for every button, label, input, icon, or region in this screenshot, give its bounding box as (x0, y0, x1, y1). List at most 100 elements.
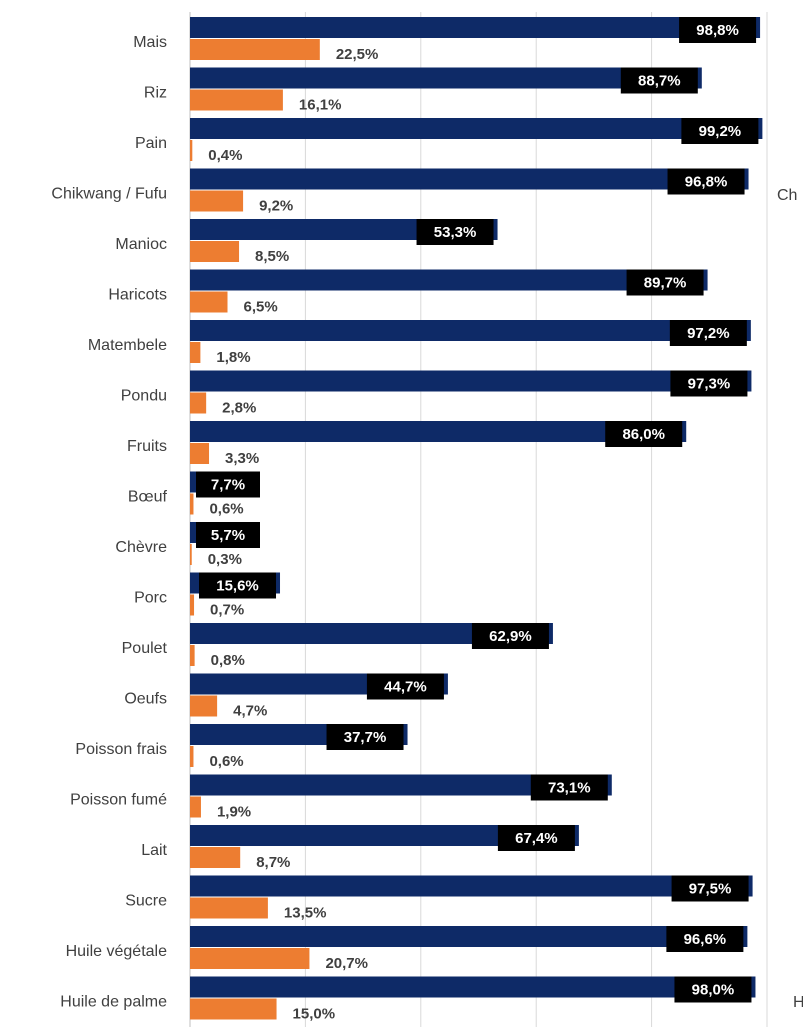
label-box (670, 370, 748, 397)
bar (190, 118, 763, 139)
data-label: 9,2% (259, 197, 293, 214)
bar (190, 89, 283, 111)
data-label: 0,8% (211, 652, 245, 669)
data-label: 73,1% (548, 779, 591, 796)
data-label: 15,6% (216, 577, 259, 594)
label-box (326, 724, 404, 750)
bar (190, 774, 612, 796)
bar (190, 241, 240, 262)
data-label: 96,6% (684, 931, 727, 948)
data-label: 5,7% (211, 527, 245, 544)
data-label: 15,0% (293, 1005, 336, 1022)
data-label: 98,8% (696, 22, 739, 39)
data-label: 13,5% (284, 904, 327, 921)
y-tick-label: Manioc (115, 236, 167, 253)
data-label: 16,1% (299, 96, 342, 113)
y-tick-label: Poisson frais (75, 741, 167, 758)
data-label: 3,3% (225, 450, 259, 467)
bar (190, 623, 553, 644)
label-box (681, 118, 759, 144)
bar (190, 39, 320, 60)
label-box (196, 522, 260, 548)
y-tick-label: Haricots (108, 287, 167, 304)
y-tick-label: Huile de palme (60, 994, 167, 1011)
data-label: 44,7% (384, 678, 427, 695)
label-box (416, 219, 494, 245)
bar (190, 140, 193, 161)
bar (190, 392, 207, 414)
bar (190, 695, 218, 717)
data-label: 7,7% (211, 476, 245, 493)
y-tick-label: Sucre (125, 893, 167, 910)
bar (190, 421, 687, 442)
y-tick-label: Porc (134, 590, 167, 607)
bar (190, 291, 228, 313)
data-label: 2,8% (222, 399, 256, 416)
y-tick-label: Riz (144, 85, 167, 102)
data-label: 96,8% (685, 173, 728, 190)
bar (190, 825, 579, 846)
label-box (530, 774, 608, 801)
label-box (620, 67, 698, 94)
annotation: H (793, 994, 803, 1011)
y-tick-label: Mais (133, 34, 167, 51)
bar (190, 67, 702, 89)
data-label: 62,9% (489, 628, 532, 645)
annotation: Ch (777, 187, 797, 204)
y-tick-label: Bœuf (128, 489, 168, 506)
data-label: 6,5% (244, 298, 278, 315)
bar (190, 544, 192, 565)
bar (190, 948, 310, 969)
bar (190, 320, 751, 341)
bar (190, 645, 195, 666)
data-label: 22,5% (336, 46, 379, 63)
label-box (626, 269, 704, 296)
data-label: 98,0% (692, 981, 735, 998)
data-label: 88,7% (638, 72, 681, 89)
y-tick-label: Huile végétale (66, 943, 168, 960)
bar (190, 443, 210, 464)
bar (190, 493, 194, 515)
bar (190, 269, 708, 291)
label-box (199, 572, 277, 599)
data-label: 97,3% (688, 375, 731, 392)
data-label: 37,7% (344, 729, 387, 746)
bar (190, 796, 201, 818)
y-tick-label: Lait (141, 842, 167, 859)
data-label: 67,4% (515, 830, 558, 847)
y-tick-label: Chèvre (115, 539, 167, 556)
label-box (671, 875, 749, 902)
bar (190, 897, 268, 919)
y-tick-label: Chikwang / Fufu (51, 186, 167, 203)
bar (190, 168, 749, 190)
bar (190, 998, 277, 1020)
y-tick-label: Pain (135, 135, 167, 152)
data-label: 97,5% (689, 880, 732, 897)
y-tick-label: Matembele (88, 337, 167, 354)
label-box (497, 825, 575, 851)
y-tick-label: Pondu (121, 388, 167, 405)
data-label: 20,7% (325, 955, 368, 972)
bar (190, 17, 761, 38)
label-box (605, 421, 683, 447)
data-label: 1,8% (216, 349, 250, 366)
data-label: 0,3% (208, 551, 242, 568)
bar (190, 342, 201, 363)
y-tick-label: Poisson fumé (70, 792, 167, 809)
bar (190, 926, 748, 947)
label-box (679, 17, 757, 43)
label-box (471, 623, 549, 649)
bar (190, 746, 194, 767)
data-label: 1,9% (217, 803, 251, 820)
data-label: 4,7% (233, 702, 267, 719)
data-label: 99,2% (699, 123, 742, 140)
bar (190, 594, 195, 616)
label-box (666, 926, 744, 952)
data-label: 89,7% (644, 274, 687, 291)
label-box (366, 673, 444, 700)
y-tick-label: Oeufs (124, 691, 167, 708)
label-box (669, 320, 747, 346)
label-box (667, 168, 745, 195)
data-label: 0,6% (209, 753, 243, 770)
